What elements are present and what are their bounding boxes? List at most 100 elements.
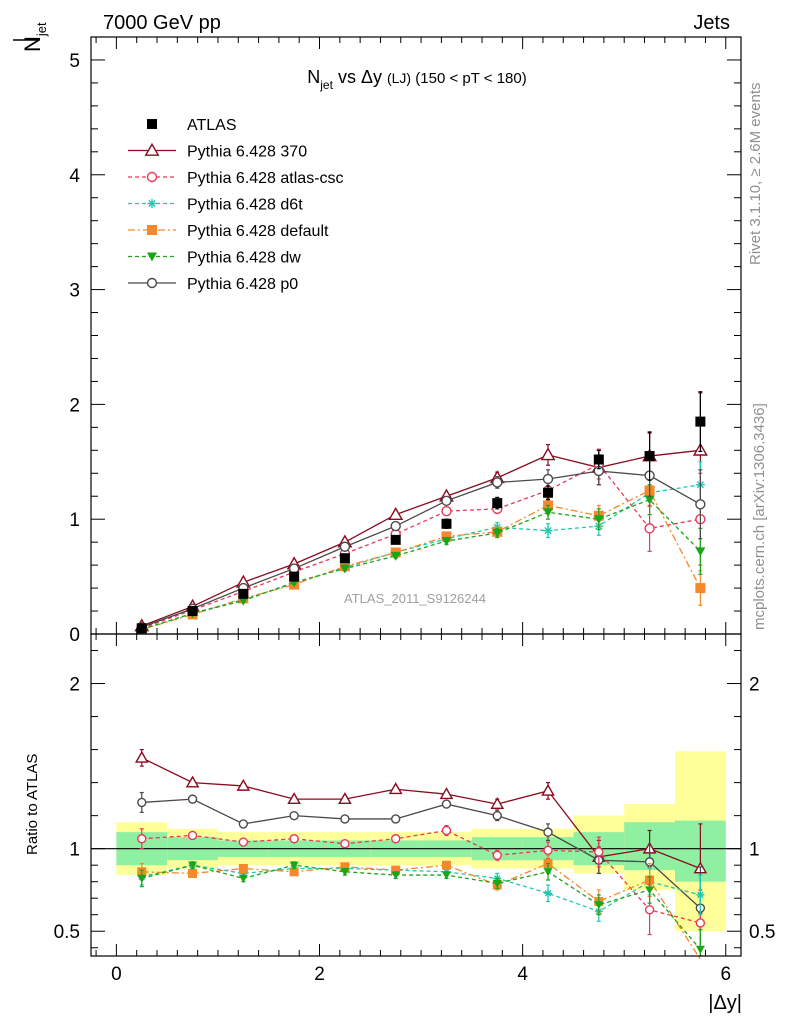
- series-line: [141, 862, 701, 960]
- data-point: [340, 868, 350, 877]
- data-point: [289, 867, 299, 877]
- data-point: [695, 547, 706, 557]
- data-point: [238, 819, 249, 829]
- legend-marker: [147, 252, 157, 262]
- x-tick-label: 2: [314, 964, 325, 985]
- data-point: [695, 945, 705, 954]
- series-line: [141, 449, 701, 627]
- legend-item-atlascsc: Pythia 6.428 atlas-csc: [128, 170, 344, 187]
- data-point: [339, 541, 351, 552]
- data-point: [492, 850, 502, 860]
- y-tick-label: 0: [69, 625, 80, 646]
- data-point: [238, 596, 249, 606]
- data-point: [137, 874, 147, 883]
- data-point: [188, 861, 198, 870]
- series-line: [141, 864, 701, 950]
- data-point: [187, 794, 198, 804]
- data-point: [492, 498, 503, 509]
- data-point: [593, 454, 604, 465]
- series-line: [141, 498, 701, 631]
- data-point: [492, 879, 502, 888]
- y-tick-label: 4: [69, 166, 80, 187]
- ratio-y-tick-label-right: 0.5: [749, 922, 775, 943]
- data-point: [388, 506, 404, 520]
- data-point: [644, 523, 655, 534]
- header-left: 7000 GeV pp: [103, 12, 221, 34]
- ratio-frame: [90, 633, 742, 957]
- data-point: [695, 918, 706, 928]
- legend-item-default: Pythia 6.428 default: [128, 223, 329, 240]
- y-tick-label: 5: [69, 51, 80, 72]
- ratio-series-dw: [137, 861, 705, 957]
- ratio-y-tick-label-right: 1: [749, 840, 760, 861]
- rivet-label: Rivet 3.1.10, ≥ 2.6M events: [747, 83, 764, 266]
- data-point: [287, 792, 301, 805]
- data-point: [490, 797, 505, 810]
- chart-title: Njet vs Δy (LJ) (150 < pT < 180): [307, 67, 526, 92]
- data-point: [137, 797, 147, 808]
- data-point: [695, 499, 706, 510]
- data-point: [339, 564, 350, 574]
- data-point: [391, 871, 401, 880]
- x-tick-label: 6: [720, 964, 731, 985]
- data-point: [492, 810, 502, 821]
- ratio-ylabel: Ratio to ATLAS: [24, 754, 41, 855]
- data-point: [390, 534, 401, 545]
- data-point: [543, 845, 553, 856]
- data-point: [134, 750, 149, 763]
- analysis-watermark: ATLAS_2011_S9126244: [344, 591, 486, 606]
- data-point: [441, 495, 452, 507]
- data-point: [441, 505, 452, 517]
- legend-item-p0: Pythia 6.428 p0: [128, 276, 298, 293]
- ratio-y-tick-label-right: 2: [749, 675, 760, 696]
- series-line: [141, 470, 701, 628]
- ratio-y-tick-label-left: 2: [69, 675, 80, 696]
- series-line: [141, 864, 701, 913]
- data-point: [696, 890, 705, 899]
- y-tick-label: 2: [69, 395, 80, 416]
- legend-item-atlas: ATLAS: [147, 117, 237, 134]
- data-point: [340, 862, 350, 872]
- data-point: [543, 868, 553, 877]
- data-point: [644, 451, 655, 462]
- data-point: [695, 416, 706, 427]
- legend-marker: [146, 277, 158, 289]
- data-point: [289, 571, 300, 582]
- data-point: [645, 886, 655, 895]
- data-point: [441, 537, 452, 547]
- legend-item-p370: Pythia 6.428 370: [128, 142, 307, 161]
- data-point: [289, 834, 299, 844]
- data-point: [492, 477, 503, 488]
- legend-item-d6t: Pythia 6.428 d6t: [128, 197, 303, 214]
- data-point: [391, 865, 401, 875]
- data-point: [594, 847, 604, 857]
- data-point: [238, 863, 248, 873]
- data-point: [543, 827, 553, 837]
- data-point: [441, 518, 452, 529]
- header-right: Jets: [693, 12, 730, 34]
- legend-label: Pythia 6.428 default: [187, 223, 329, 240]
- data-point: [388, 782, 403, 795]
- axes: 0 2 4 6 0 1 2 3 4 5 0.5 0.5 1 1 2 2: [54, 36, 775, 985]
- data-point: [543, 487, 554, 498]
- series-line: [141, 829, 701, 924]
- data-point: [540, 447, 556, 461]
- data-point: [236, 778, 251, 791]
- data-point: [390, 814, 401, 824]
- series-line: [141, 798, 701, 909]
- data-point: [390, 551, 401, 561]
- main-ylabel-main: N: [20, 36, 45, 52]
- y-tick-label: 1: [69, 510, 80, 531]
- data-point: [187, 606, 198, 617]
- data-point: [187, 830, 198, 841]
- ratio-y-tick-label-left: 0.5: [54, 922, 80, 943]
- data-point: [492, 528, 503, 538]
- legend-item-dw: Pythia 6.428 dw: [128, 250, 301, 267]
- series-atlas: [136, 391, 706, 634]
- legend-label: Pythia 6.428 atlas-csc: [187, 170, 344, 187]
- data-point: [543, 508, 554, 518]
- y-tick-label: 3: [69, 281, 80, 302]
- data-point: [185, 775, 200, 788]
